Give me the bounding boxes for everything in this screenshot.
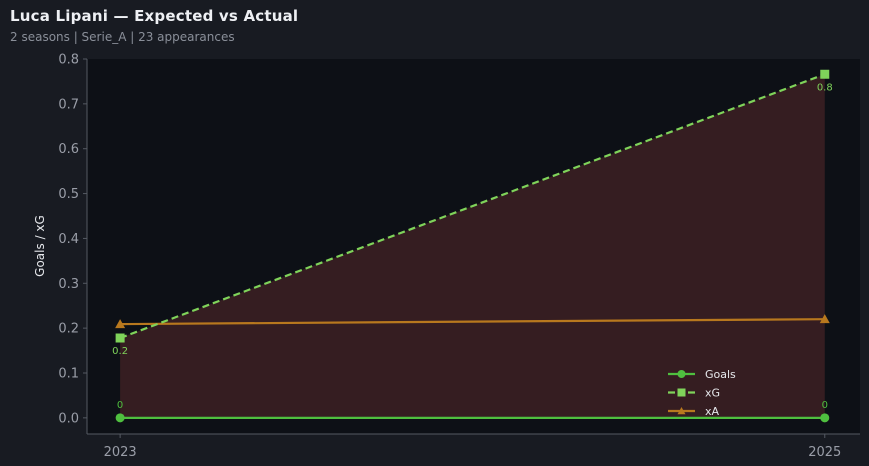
xg-data-label: 0.8 — [817, 82, 833, 93]
x-tick-label: 2025 — [808, 445, 841, 460]
y-tick-label: 0.3 — [58, 277, 79, 292]
xg-point — [820, 69, 830, 79]
y-axis-label: Goals / xG — [33, 215, 47, 277]
x-tick-label: 2023 — [104, 445, 137, 460]
xa-point — [115, 319, 126, 329]
y-tick-label: 0.0 — [58, 411, 79, 426]
legend-goals-marker — [677, 370, 686, 378]
y-tick-label: 0.6 — [58, 142, 79, 157]
y-tick-label: 0.2 — [58, 322, 79, 337]
xg-data-label: 0.2 — [112, 346, 128, 357]
legend-xa-marker — [677, 407, 686, 415]
xa-point — [819, 314, 830, 324]
y-tick-label: 0.7 — [58, 97, 79, 112]
goals-data-label: 0 — [822, 400, 828, 411]
goals-point — [820, 413, 830, 423]
y-tick-label: 0.4 — [58, 232, 79, 247]
legend-goals-label: Goals — [705, 368, 736, 381]
chart-subtitle: 2 seasons | Serie_A | 23 appearances — [10, 30, 235, 44]
legend-xg-marker — [677, 388, 686, 397]
goals-data-label: 0 — [117, 400, 123, 411]
y-tick-label: 0.1 — [58, 366, 79, 381]
xg-line — [119, 73, 826, 340]
xg-goals-fill-area — [120, 74, 825, 418]
goals-point — [115, 413, 125, 423]
legend-xa-label: xA — [705, 405, 720, 418]
legend-xg-label: xG — [705, 387, 720, 400]
y-tick-label: 0.5 — [58, 187, 79, 202]
chart-title: Luca Lipani — Expected vs Actual — [10, 7, 299, 25]
y-tick-label: 0.8 — [58, 53, 79, 68]
xa-line — [120, 318, 825, 326]
xg-point — [115, 333, 125, 343]
